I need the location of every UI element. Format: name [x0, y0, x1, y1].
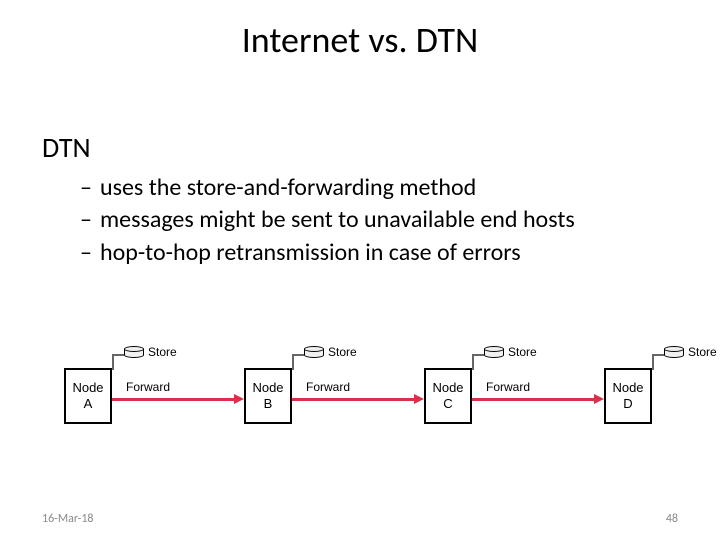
- connector-line: [472, 354, 484, 356]
- storage-disk-icon: [484, 346, 504, 360]
- node-label-bottom: D: [623, 396, 632, 412]
- node-label-top: Node: [612, 380, 643, 396]
- bullet-dash: –: [80, 204, 92, 236]
- storage-disk-icon: [124, 346, 144, 360]
- footer-date: 16-Mar-18: [42, 512, 94, 526]
- diagram-node: NodeD: [604, 368, 652, 424]
- forward-label: Forward: [306, 380, 350, 394]
- diagram-node: NodeB: [244, 368, 292, 424]
- arrow-head-icon: [234, 394, 244, 404]
- store-label: Store: [148, 345, 177, 359]
- bullet-item: – hop-to-hop retransmission in case of e…: [80, 237, 575, 269]
- bullet-dash: –: [80, 172, 92, 204]
- bullet-item: – uses the store-and-forwarding method: [80, 172, 575, 204]
- bullet-dash: –: [80, 237, 92, 269]
- node-label-bottom: A: [84, 396, 93, 412]
- connector-line: [292, 354, 294, 370]
- node-label-top: Node: [72, 380, 103, 396]
- store-label: Store: [688, 345, 717, 359]
- diagram-node: NodeC: [424, 368, 472, 424]
- node-label-bottom: B: [264, 396, 273, 412]
- connector-line: [652, 354, 654, 370]
- slide: Internet vs. DTN DTN – uses the store-an…: [0, 0, 720, 540]
- bullet-text: hop-to-hop retransmission in case of err…: [100, 237, 521, 269]
- connector-line: [292, 354, 304, 356]
- forward-arrow: [112, 398, 236, 401]
- dtn-diagram: NodeAStoreForwardNodeBStoreForwardNodeCS…: [64, 330, 656, 440]
- bullet-item: – messages might be sent to unavailable …: [80, 204, 575, 236]
- connector-line: [472, 354, 474, 370]
- node-label-top: Node: [252, 380, 283, 396]
- forward-label: Forward: [486, 380, 530, 394]
- storage-disk-icon: [304, 346, 324, 360]
- node-label-top: Node: [432, 380, 463, 396]
- forward-arrow: [292, 398, 416, 401]
- bullet-list: – uses the store-and-forwarding method –…: [80, 172, 575, 269]
- connector-line: [112, 354, 124, 356]
- connector-line: [112, 354, 114, 370]
- bullet-text: uses the store-and-forwarding method: [100, 172, 476, 204]
- arrow-head-icon: [414, 394, 424, 404]
- connector-line: [652, 354, 664, 356]
- arrow-head-icon: [594, 394, 604, 404]
- slide-title: Internet vs. DTN: [0, 18, 720, 62]
- bullet-text: messages might be sent to unavailable en…: [100, 204, 575, 236]
- footer-page-number: 48: [666, 512, 678, 526]
- forward-arrow: [472, 398, 596, 401]
- store-label: Store: [328, 345, 357, 359]
- storage-disk-icon: [664, 346, 684, 360]
- diagram-node: NodeA: [64, 368, 112, 424]
- forward-label: Forward: [126, 380, 170, 394]
- node-label-bottom: C: [443, 396, 452, 412]
- slide-subtitle: DTN: [42, 130, 91, 165]
- store-label: Store: [508, 345, 537, 359]
